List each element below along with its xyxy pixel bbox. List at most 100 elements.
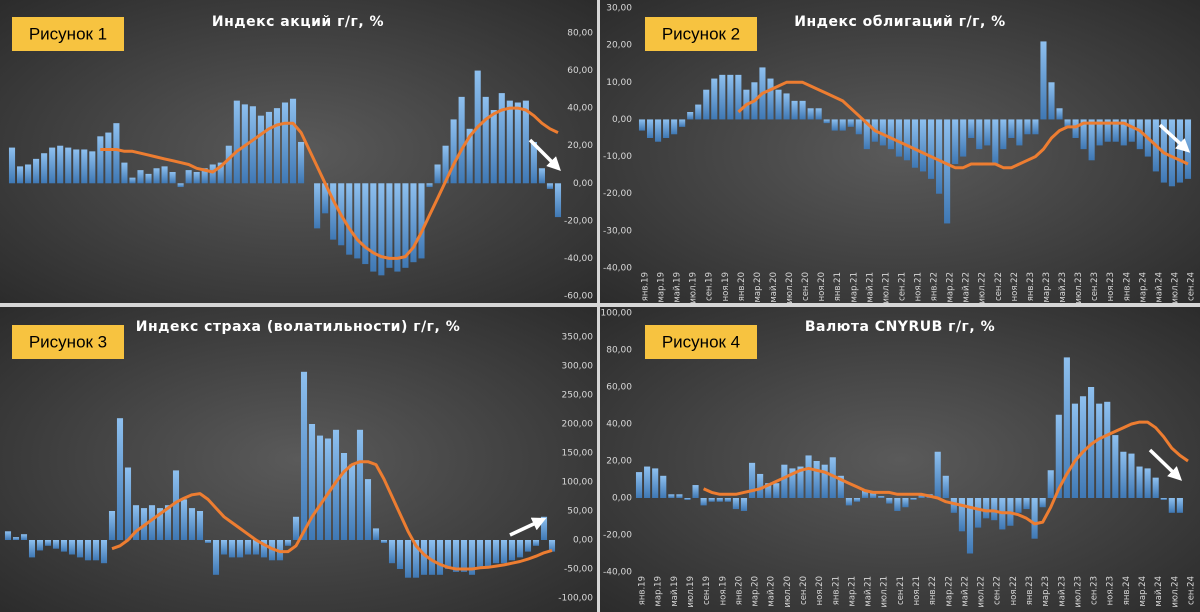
bar — [289, 98, 297, 184]
bar — [346, 183, 353, 255]
y-tick-label: 20,00 — [567, 141, 593, 151]
x-tick-label: янв.22 — [928, 576, 938, 605]
y-tick-label: 0,00 — [612, 115, 632, 125]
badge — [12, 325, 124, 359]
arrow — [528, 138, 561, 171]
x-tick-label: янв.21 — [833, 272, 843, 301]
bar — [81, 149, 88, 184]
bar — [228, 540, 236, 558]
x-tick-label: ноя.19 — [721, 272, 731, 301]
bar — [807, 108, 814, 120]
x-tick-label: мар.22 — [946, 272, 956, 303]
bar — [684, 498, 691, 500]
bar — [975, 498, 982, 528]
bar — [180, 499, 188, 540]
bar — [958, 498, 966, 532]
bar — [362, 183, 369, 265]
bar — [273, 108, 281, 184]
bar — [225, 145, 232, 184]
bar — [765, 483, 772, 498]
x-tick-label: май.24 — [1154, 576, 1164, 607]
x-tick-label: сен.23 — [1090, 576, 1100, 605]
x-tick-label: янв.24 — [1122, 576, 1132, 605]
trend-line — [737, 80, 1189, 170]
bar — [169, 172, 176, 184]
bar — [1056, 108, 1063, 120]
bar — [322, 183, 329, 214]
bar — [314, 183, 321, 229]
bar — [727, 74, 734, 120]
badge-label: Рисунок 1 — [29, 24, 107, 43]
bar — [436, 540, 444, 575]
bar — [895, 119, 902, 157]
x-tick-label: май.21 — [865, 272, 875, 303]
bar — [783, 93, 790, 120]
bar — [1079, 396, 1087, 498]
bar — [330, 183, 337, 240]
chart-title: Индекс облигаций г/г, % — [794, 14, 1005, 30]
bar — [847, 119, 854, 127]
bar — [524, 540, 532, 552]
bar — [249, 106, 256, 184]
x-tick-label: ноя.22 — [1010, 272, 1020, 301]
bar — [671, 119, 678, 135]
bar — [984, 119, 991, 146]
x-tick-label: июл.22 — [978, 272, 988, 303]
bar — [500, 540, 508, 564]
bar — [781, 464, 788, 498]
bar — [903, 119, 911, 161]
bar — [652, 468, 659, 498]
y-tick-label: -100,00 — [558, 594, 593, 604]
bar — [1136, 119, 1143, 150]
bar — [364, 479, 372, 540]
x-tick-label: июл.19 — [689, 272, 699, 303]
bar — [1016, 119, 1023, 146]
bar — [217, 162, 224, 184]
bar — [145, 173, 152, 184]
bar — [426, 183, 433, 188]
y-tick-label: 10,00 — [606, 78, 632, 88]
plot: 30,00 20,00 10,00 0,00 -10,00 -20,00 -30,00 -40… — [603, 4, 1197, 304]
bar — [204, 540, 212, 543]
bar — [412, 540, 420, 578]
bar — [490, 110, 497, 184]
bar — [233, 100, 240, 184]
bar — [1176, 498, 1183, 513]
bar — [153, 168, 160, 184]
bar — [132, 505, 140, 540]
bar — [12, 537, 20, 540]
x-tick-label: янв.20 — [737, 272, 747, 301]
bar — [92, 540, 100, 561]
bar — [886, 498, 893, 504]
bar — [540, 516, 548, 540]
x-tick-label: июл.23 — [1074, 272, 1084, 303]
x-tick-label: июл.21 — [881, 272, 891, 303]
bar — [936, 119, 943, 194]
x-tick-label: июл.19 — [686, 576, 696, 608]
panel: 100,00 80,00 60,00 40,00 20,00 0,00 -20,00 -40,… — [600, 307, 1200, 612]
x-tick-label: мар.22 — [944, 576, 954, 607]
bar — [1152, 477, 1159, 498]
bar — [799, 100, 806, 120]
bar — [121, 162, 128, 184]
bar — [1128, 453, 1135, 498]
x-tick-label: сен.19 — [702, 576, 712, 605]
bar — [530, 141, 537, 184]
bar — [137, 170, 144, 184]
x-tick-label: июл.23 — [1073, 576, 1083, 608]
y-tick-label: 80,00 — [567, 29, 593, 39]
bar — [660, 475, 667, 498]
bar — [164, 505, 172, 540]
panel: 30,00 20,00 10,00 0,00 -10,00 -20,00 -30,00 -40… — [600, 0, 1200, 303]
bar — [700, 498, 707, 506]
bar — [748, 462, 756, 498]
x-tick-label: мар.21 — [849, 272, 859, 303]
bar — [719, 74, 726, 120]
bar — [220, 540, 228, 555]
bar — [257, 115, 264, 184]
bar — [89, 151, 96, 184]
bar — [442, 145, 449, 184]
x-tick-label: мар.20 — [753, 272, 763, 303]
x-tick-label: июл.20 — [783, 576, 793, 608]
bar — [324, 438, 332, 540]
